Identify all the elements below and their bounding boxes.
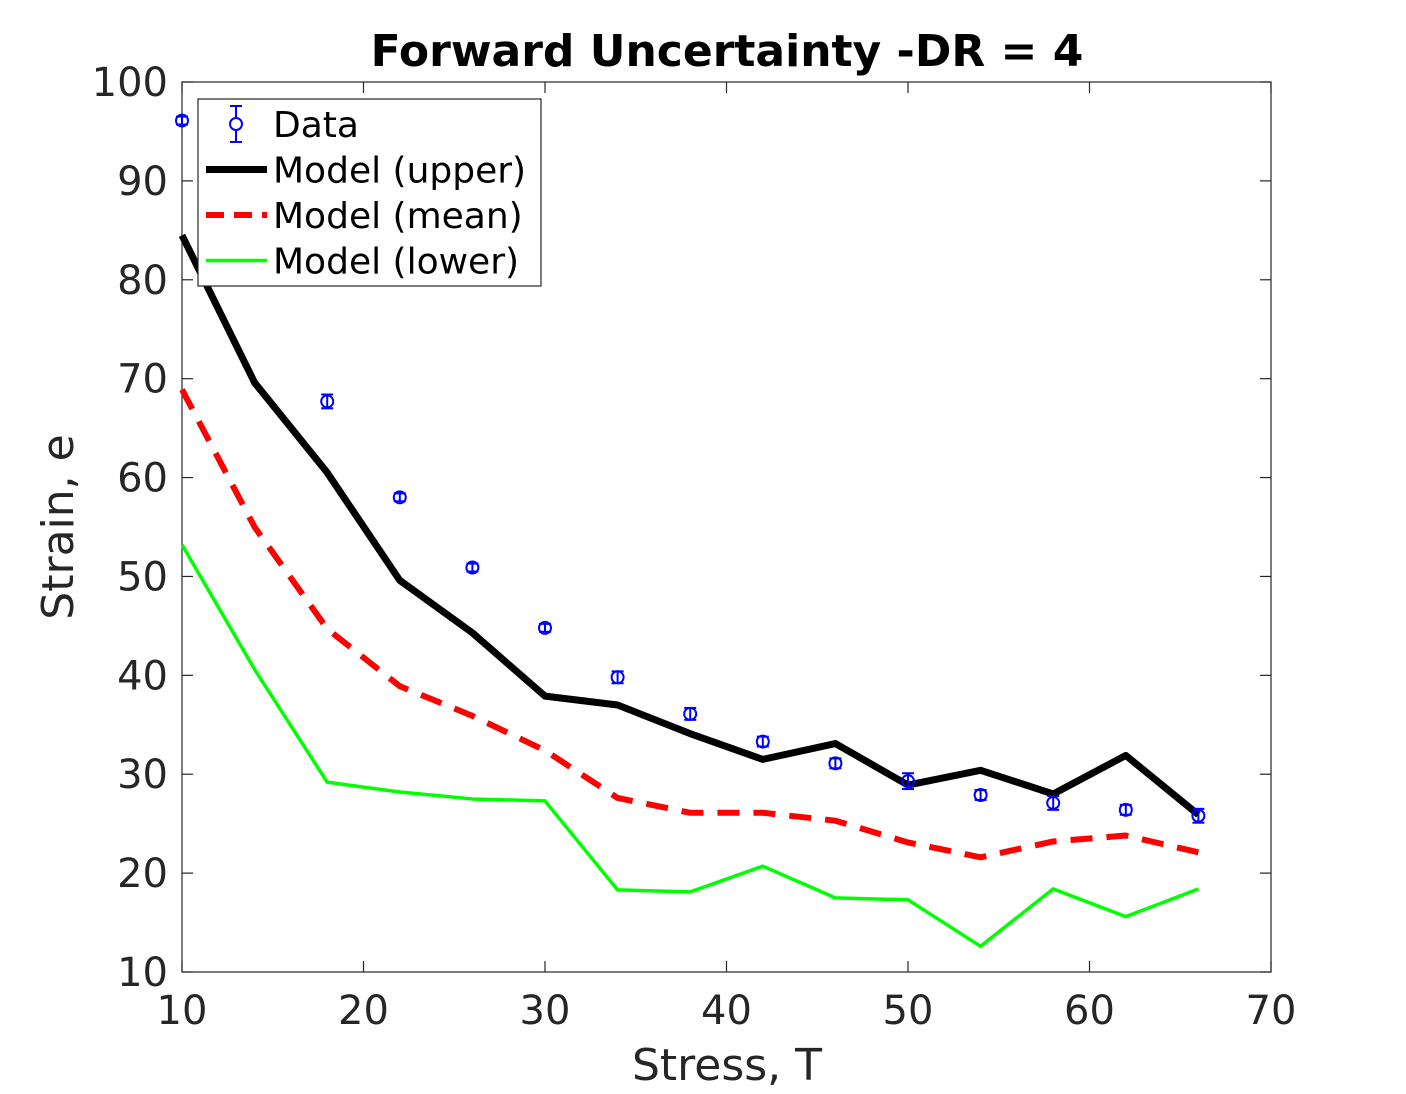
data-marker — [973, 787, 988, 802]
y-tick-label: 80 — [117, 258, 168, 304]
legend-entry: Model (lower) — [206, 242, 519, 283]
data-point — [973, 787, 988, 802]
data-marker — [610, 670, 625, 685]
y-tick-label: 30 — [117, 752, 168, 798]
y-axis-label: Strain, e — [33, 434, 84, 619]
y-tick-label: 40 — [117, 653, 168, 699]
data-marker — [538, 620, 552, 635]
legend-label: Model (lower) — [273, 242, 519, 283]
y-tick-label: 50 — [117, 554, 168, 600]
tick-group: 10 20 30 40 50 60 70 10 20 30 40 50 60 70 80 90 100 — [92, 60, 1297, 1034]
legend-marker-icon — [229, 117, 243, 131]
legend-entry: Model (mean) — [206, 196, 523, 237]
x-tick-label: 10 — [157, 988, 208, 1034]
x-tick-label: 50 — [883, 988, 934, 1034]
y-tick-label: 20 — [117, 851, 168, 897]
data-point — [828, 756, 843, 771]
series-layer — [175, 113, 1206, 949]
series-line-model-upper — [178, 233, 1201, 818]
data-marker — [175, 113, 189, 128]
data-marker — [1046, 795, 1061, 810]
legend-label: Data — [273, 105, 359, 146]
data-marker — [392, 490, 407, 505]
x-axis-label: Stress, T — [632, 1040, 822, 1091]
y-tick-label: 10 — [117, 950, 168, 996]
data-point — [465, 560, 480, 575]
data-point — [320, 393, 335, 410]
legend: Data Model (upper)Model (mean) Model (lowe… — [197, 98, 542, 287]
data-marker — [755, 734, 770, 749]
y-tick-label: 60 — [117, 456, 168, 502]
chart-title: Forward Uncertainty -DR = 4 — [371, 26, 1084, 77]
data-point — [683, 706, 698, 721]
data-marker — [1191, 808, 1206, 823]
x-tick-label: 30 — [520, 988, 571, 1034]
y-tick-label: 100 — [92, 60, 168, 106]
legend-entry: Model (upper) — [206, 151, 526, 192]
x-tick-label: 60 — [1064, 988, 1115, 1034]
data-point — [901, 772, 915, 791]
data-point — [1046, 794, 1061, 811]
legend-box — [197, 98, 542, 287]
data-marker — [828, 756, 843, 771]
data-marker — [320, 394, 335, 409]
data-marker — [1118, 802, 1133, 817]
x-tick-label: 40 — [701, 988, 752, 1034]
series-line-model-lower — [180, 543, 1200, 949]
data-point — [175, 113, 189, 128]
legend-label: Model (mean) — [273, 196, 523, 237]
data-marker — [683, 706, 698, 721]
data-point — [1191, 807, 1206, 824]
series-line-model-mean — [179, 388, 1200, 861]
data-point — [610, 670, 625, 685]
y-tick-label: 90 — [117, 159, 168, 205]
x-tick-label: 70 — [1246, 988, 1297, 1034]
y-tick-label: 70 — [117, 357, 168, 403]
data-point — [755, 734, 770, 749]
data-marker — [465, 560, 480, 575]
data-point — [538, 620, 552, 635]
data-point — [1118, 802, 1133, 817]
data-point — [392, 490, 407, 505]
x-tick-label: 20 — [338, 988, 389, 1034]
legend-label: Model (upper) — [273, 151, 526, 192]
data-marker — [901, 774, 915, 789]
legend-entry: Data — [229, 105, 359, 146]
